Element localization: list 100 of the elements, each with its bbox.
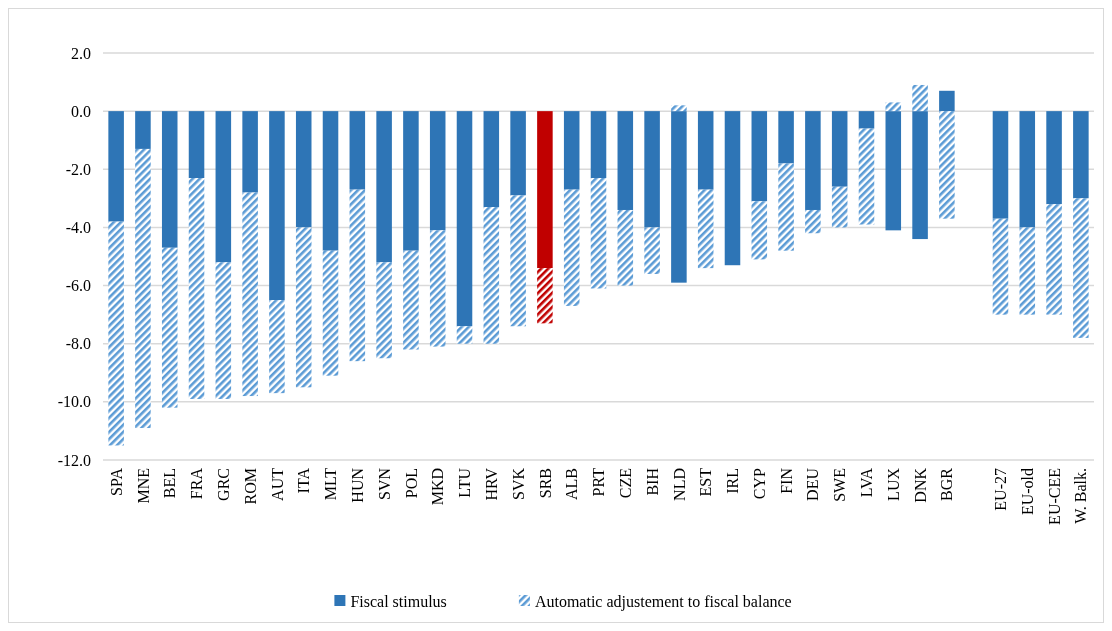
x-tick-label: GRC [214,468,232,501]
bar [108,221,124,446]
y-tick-label: 0.0 [71,102,91,120]
bar [537,111,553,269]
x-tick-label: POL [402,468,420,499]
bar [805,209,821,234]
bar [403,111,419,251]
bar [724,111,741,266]
x-tick-label: DEU [804,467,822,501]
x-tick-label: MNE [134,468,152,504]
bar [590,111,607,179]
bar [831,111,848,187]
x-tick-label: BGR [938,467,956,501]
bar [161,111,178,248]
x-tick-label: LUX [884,467,902,501]
bar [242,192,258,397]
x-tick-label: HRV [482,467,500,501]
x-tick-label: NLD [670,468,688,501]
x-tick-label: BEL [161,468,179,499]
bar [188,178,205,399]
bar [483,207,500,344]
bar [322,250,339,376]
legend-label: Fiscal stimulus [350,592,447,610]
x-tick-label: AUT [268,467,286,501]
y-tick-label: -2.0 [65,160,91,178]
bar [215,111,232,263]
bar [563,189,580,306]
bar [376,262,392,359]
x-tick-label: EST [697,467,715,497]
bar [188,111,205,179]
bar [805,111,821,210]
y-tick-label: 2.0 [71,44,91,62]
bar [483,111,500,208]
x-tick-label: EU-27 [992,468,1010,511]
bar [1073,111,1089,199]
x-tick-label: SPA [107,467,125,496]
bar [858,111,875,129]
bar [349,111,366,190]
x-tick-label: LVA [858,467,876,498]
bar [1019,111,1036,228]
x-tick-label: EU-old [1018,468,1036,516]
bar [671,105,687,112]
bar [831,186,848,228]
bar [322,111,339,251]
bar [563,111,580,190]
bar [992,111,1009,219]
bar [992,218,1009,315]
bar [751,201,768,260]
bar [885,111,902,231]
y-tick-label: -6.0 [65,277,91,295]
bar [269,111,285,301]
x-tick-label: SWE [831,468,849,502]
bar [912,84,928,112]
x-tick-label: SVK [509,467,527,501]
bar [697,189,714,269]
bar [1073,198,1089,338]
bar [376,111,392,263]
bar [403,250,419,350]
bar [644,227,660,274]
x-tick-label: MLT [322,467,340,501]
bar [1046,204,1062,315]
x-tick-label: LTU [456,467,474,498]
x-tick-label: CYP [750,467,768,500]
bar [1019,227,1036,315]
bar [108,111,124,222]
bar [885,102,902,112]
bar [295,227,312,388]
bar [242,111,258,193]
y-tick-label: -12.0 [57,451,91,469]
x-tick-label: PRT [590,467,608,497]
x-tick-label: CZE [616,468,634,499]
x-tick-label: W. Balk. [1072,468,1090,524]
x-tick-label: ALB [563,468,581,500]
x-tick-label: FIN [777,467,795,494]
bar [617,111,634,210]
bar [161,247,178,408]
x-tick-label: EU-CEE [1045,468,1063,525]
y-tick-label: -4.0 [65,219,91,237]
x-tick-label: ROM [241,468,259,505]
x-tick-label: BIH [643,467,661,496]
bar [349,189,366,362]
x-tick-label: HUN [348,467,366,503]
bar [135,148,151,429]
bar [590,178,607,289]
bar [215,262,232,399]
bar [912,111,928,240]
bar [617,209,634,286]
x-tick-label: MKD [429,468,447,506]
bar [1046,111,1062,205]
bar [939,90,955,112]
x-tick-label: FRA [188,467,206,500]
bar [751,111,768,202]
bar [778,163,794,251]
x-tick-label: IRL [724,468,742,494]
x-tick-label: ITA [295,467,313,494]
bar [644,111,660,228]
x-tick-label: SVN [375,467,393,501]
bar [456,326,473,344]
bar [537,268,553,324]
bar [671,111,687,283]
